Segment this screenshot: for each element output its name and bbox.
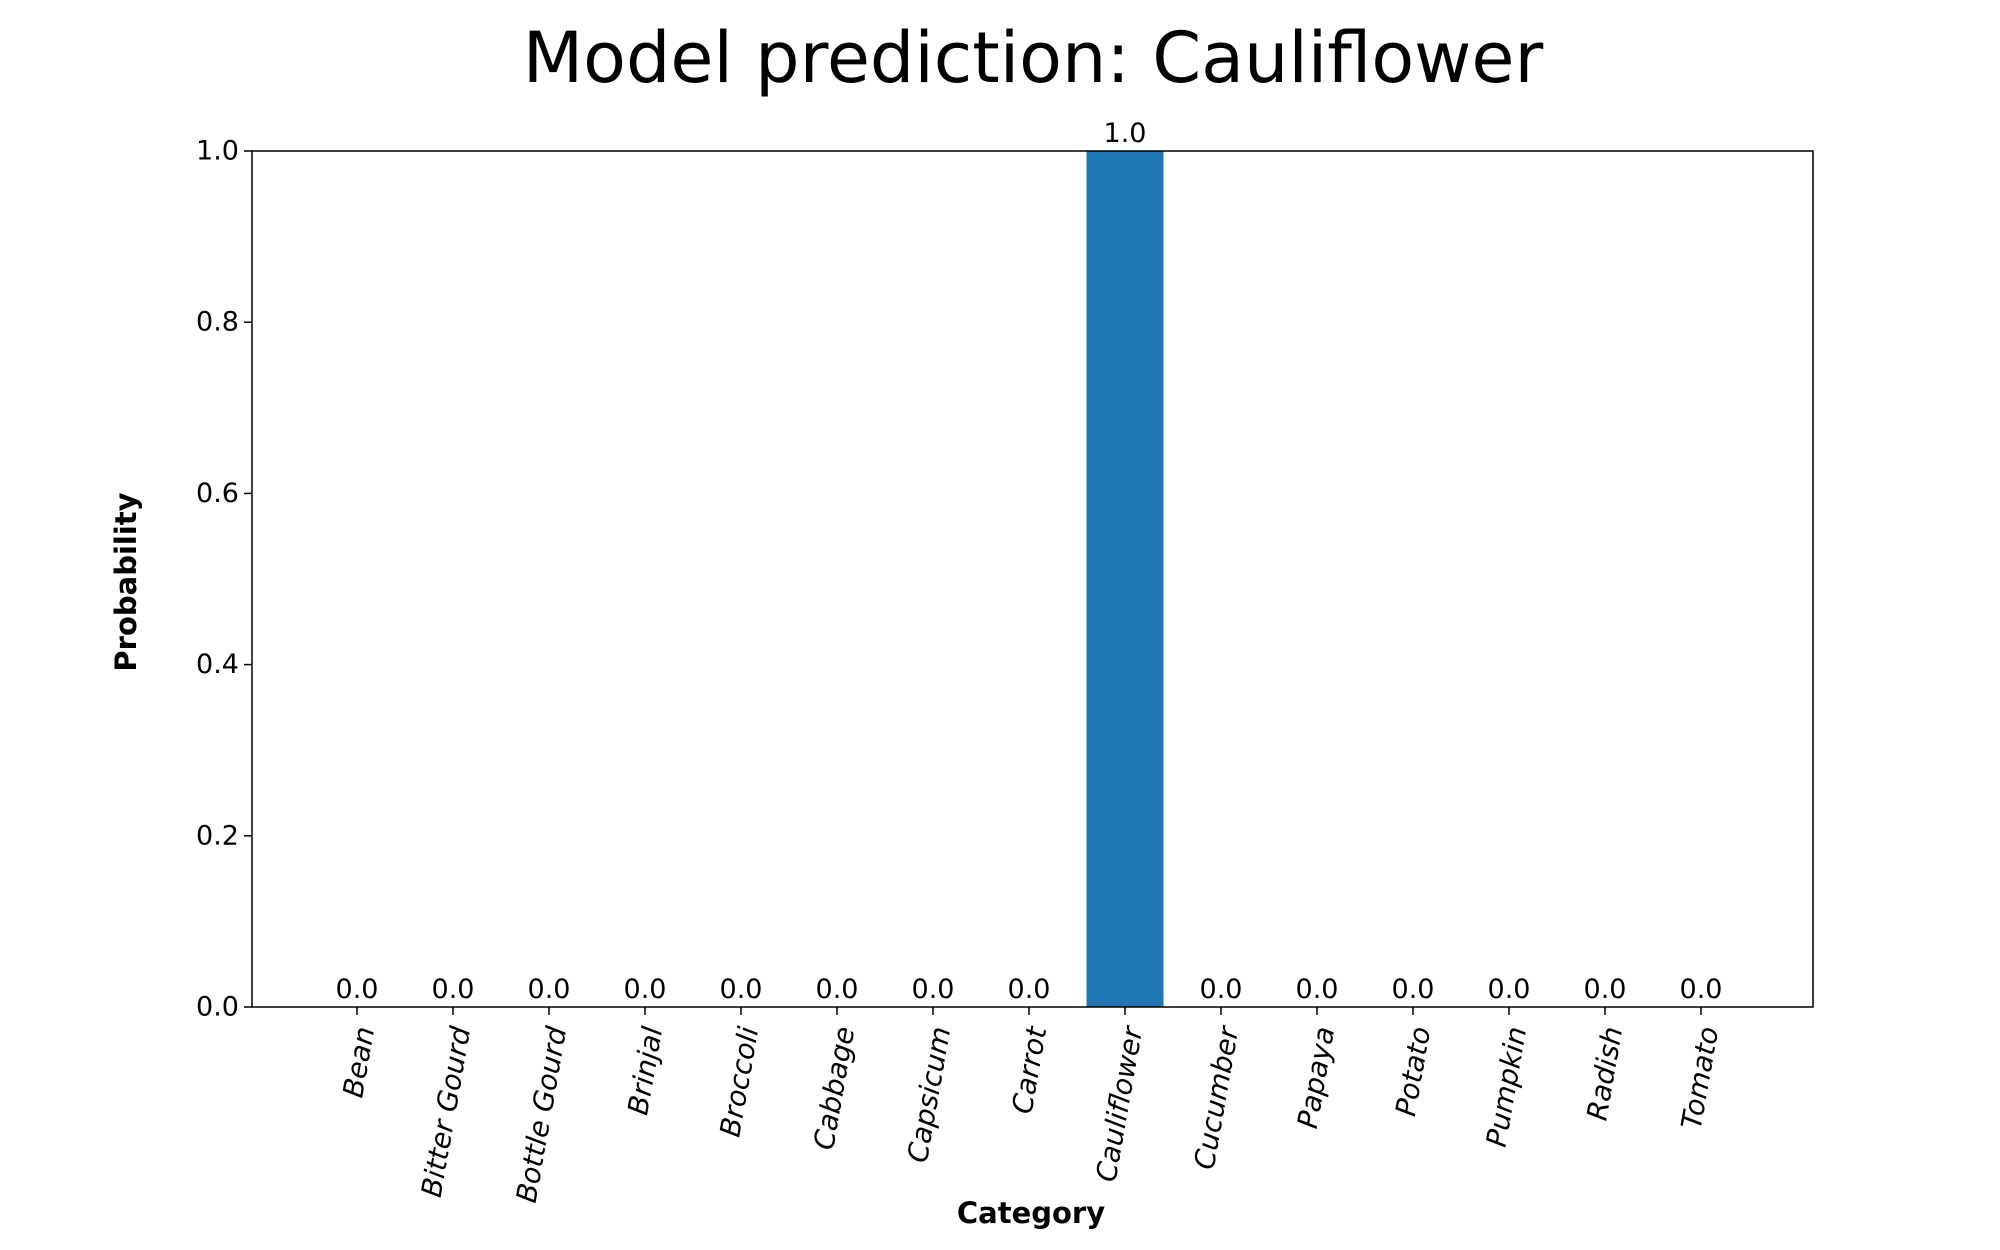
- x-tick-label: Bean: [336, 1024, 381, 1100]
- value-label: 0.0: [1296, 974, 1339, 1005]
- x-axis: Bean Bitter Gourd Bottle Gourd Brinjal Brocc…: [336, 1007, 1725, 1205]
- x-tick-label: Brinjal: [621, 1024, 669, 1118]
- y-tick-label: 0.4: [196, 649, 239, 680]
- x-tick-label: Potato: [1389, 1024, 1437, 1119]
- chart-title: Model prediction: Cauliflower: [523, 17, 1544, 99]
- x-tick-label: Cabbage: [807, 1024, 861, 1152]
- y-tick-label: 0.0: [196, 992, 239, 1023]
- y-tick-label: 0.2: [196, 820, 239, 851]
- bar-cauliflower: [1086, 151, 1164, 1007]
- value-label: 0.0: [1584, 974, 1627, 1005]
- value-label: 0.0: [1680, 974, 1723, 1005]
- x-tick-label: Cucumber: [1188, 1023, 1246, 1172]
- plot-area: 0.0 0.0 0.0 0.0 0.0 0.0 0.0 0.0 1.0 0.0 0.0 0.0 0.0 0…: [336, 118, 1723, 1007]
- x-tick-label: Radish: [1580, 1024, 1629, 1123]
- value-label: 0.0: [1488, 974, 1531, 1005]
- y-axis-label: Probability: [109, 492, 143, 671]
- y-tick-label: 0.6: [196, 478, 239, 509]
- x-axis-label: Category: [957, 1196, 1105, 1230]
- value-label: 0.0: [912, 974, 955, 1005]
- x-tick-label: Carrot: [1005, 1023, 1053, 1116]
- y-axis: 0.0 0.2 0.4 0.6 0.8 1.0: [196, 136, 252, 1023]
- value-label: 0.0: [336, 974, 379, 1005]
- value-label: 0.0: [624, 974, 667, 1005]
- value-label: 0.0: [1200, 974, 1243, 1005]
- value-label: 0.0: [528, 974, 571, 1005]
- x-tick-label: Capsicum: [901, 1024, 957, 1165]
- y-tick-label: 0.8: [196, 307, 239, 338]
- x-tick-label: Pumpkin: [1480, 1024, 1534, 1149]
- value-label: 1.0: [1104, 118, 1147, 149]
- value-label: 0.0: [432, 974, 475, 1005]
- x-tick-label: Papaya: [1291, 1024, 1341, 1131]
- value-label: 0.0: [816, 974, 859, 1005]
- x-tick-label: Bottle Gourd: [510, 1024, 573, 1205]
- x-tick-label: Bitter Gourd: [415, 1024, 477, 1200]
- x-tick-label: Broccoli: [713, 1024, 765, 1140]
- x-tick-label: Tomato: [1675, 1024, 1725, 1131]
- x-tick-label: Cauliflower: [1090, 1023, 1150, 1185]
- value-label: 0.0: [1008, 974, 1051, 1005]
- value-label: 0.0: [1392, 974, 1435, 1005]
- y-tick-label: 1.0: [196, 136, 239, 167]
- value-label: 0.0: [720, 974, 763, 1005]
- plot-frame: [251, 150, 1814, 1008]
